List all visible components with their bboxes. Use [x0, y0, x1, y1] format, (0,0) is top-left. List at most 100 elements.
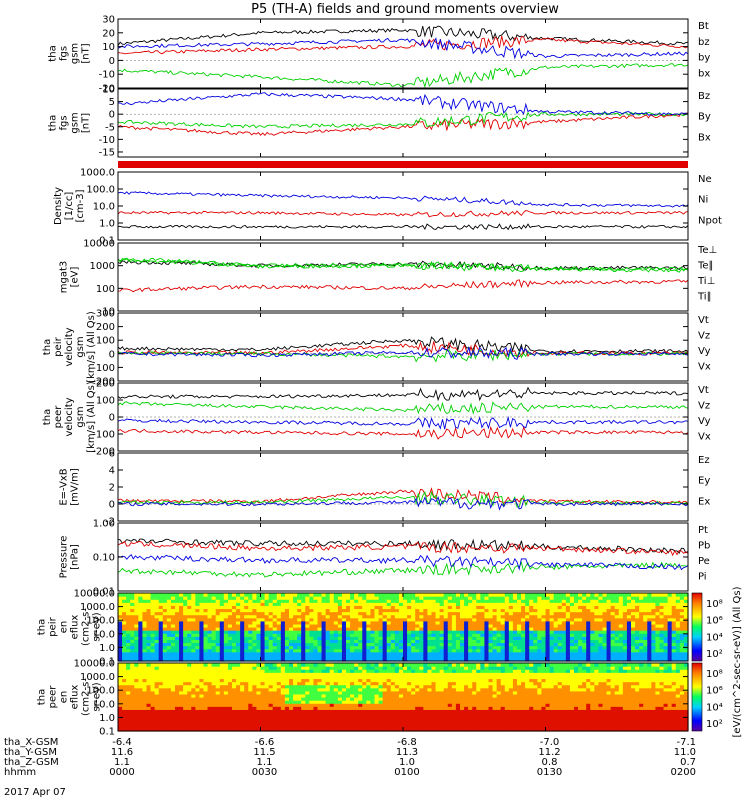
spectrogram-cell — [610, 623, 616, 628]
spectrogram-cell — [415, 654, 420, 659]
spectrogram-cell — [244, 636, 249, 640]
spectrogram-cell — [305, 690, 310, 695]
spectrogram-cell — [122, 675, 127, 680]
spectrogram-cell — [472, 645, 477, 650]
spectrogram-cell — [150, 630, 156, 634]
spectrogram-cell — [394, 663, 400, 667]
spectrogram-cell — [337, 596, 343, 600]
spectrogram-cell — [663, 608, 669, 613]
spectrogram-cell — [386, 681, 392, 686]
spectrogram-cell — [329, 593, 335, 597]
spectrogram-cell — [276, 700, 282, 704]
spectrogram-cell — [610, 602, 616, 606]
spectrogram-cell — [667, 608, 673, 613]
spectrogram-cell — [280, 678, 286, 683]
y-tick-label: -10 — [99, 135, 115, 146]
spectrogram-cell — [569, 627, 575, 631]
spectrogram-cell — [574, 611, 579, 616]
spectrogram-cell — [297, 678, 302, 683]
spectrogram-cell — [289, 627, 294, 631]
spectrogram-cell — [594, 630, 600, 634]
spectrogram-cell — [122, 727, 127, 732]
spectrogram-cell — [488, 627, 494, 631]
spectrogram-cell — [223, 593, 229, 597]
spectrogram-cell — [626, 630, 632, 634]
spectrogram-cell — [358, 657, 363, 662]
spectrogram-cell — [313, 703, 319, 707]
spectrogram-cell — [398, 712, 404, 717]
spectrogram-cell — [606, 623, 612, 628]
spectrogram-cell — [439, 608, 445, 613]
spectrogram-cell — [191, 605, 196, 610]
spectrogram-cell — [191, 620, 196, 625]
spectrogram-cell — [431, 593, 437, 597]
spectrogram-cell — [435, 596, 441, 600]
spectrogram-cell — [118, 709, 123, 714]
spectrogram-cell — [268, 627, 274, 631]
spectrogram-cell — [403, 654, 408, 659]
spectrogram-cell — [553, 654, 559, 659]
spectrogram-cell — [525, 645, 530, 650]
spectrogram-cell — [293, 672, 298, 676]
spectrogram-cell — [545, 651, 551, 656]
spectrogram-cell — [305, 651, 310, 656]
spectrogram-cell — [394, 700, 400, 704]
spectrogram-cell — [622, 599, 628, 603]
spectrogram-cell — [366, 602, 372, 606]
spectrogram-cell — [341, 687, 347, 692]
spectrogram-cell — [268, 712, 274, 717]
spectrogram-cell — [321, 627, 327, 631]
spectrogram-cell — [403, 684, 408, 689]
spectrogram-cell — [154, 605, 160, 610]
spectrogram-cell — [158, 654, 164, 659]
spectrogram-cell — [154, 645, 160, 650]
spectrogram-cell — [594, 639, 600, 644]
spectrogram-cell — [533, 599, 538, 603]
spectrogram-cell — [284, 663, 290, 667]
spectrogram-cell — [358, 593, 363, 597]
spectrogram-cell — [162, 596, 168, 600]
spectrogram-cell — [382, 633, 388, 637]
spectrogram-cell — [232, 651, 237, 656]
spectrogram-cell — [264, 617, 270, 622]
spectrogram-cell — [472, 593, 477, 597]
spectrogram-cell — [317, 690, 323, 695]
spectrogram-cell — [451, 648, 457, 653]
spectrogram-cell — [223, 712, 229, 717]
spectrogram-cell — [154, 727, 160, 732]
spectrogram-cell — [614, 642, 620, 647]
spectrogram-cell — [268, 642, 274, 647]
spectrogram-cell — [134, 620, 139, 625]
spectrogram-cell — [488, 648, 494, 653]
spectrogram-cell — [537, 611, 543, 616]
spectrogram-cell — [122, 681, 127, 686]
spectrogram-cell — [122, 599, 127, 603]
spectrogram-cell — [305, 706, 310, 710]
spectrogram-cell — [236, 593, 241, 597]
spectrogram-cell — [227, 596, 233, 600]
spectrogram-cell — [545, 623, 551, 628]
spectrogram-cell — [317, 630, 323, 634]
spectrogram-cell — [130, 727, 135, 732]
spectrogram-cell — [341, 617, 347, 622]
spectrogram-cell — [248, 697, 253, 701]
spectrogram-cell — [240, 602, 245, 606]
spectrogram-cell — [537, 639, 543, 644]
spectrogram-cell — [244, 684, 249, 689]
spectrogram-cell — [667, 642, 673, 647]
spectrogram-cell — [374, 602, 380, 606]
spectrogram-cell — [289, 672, 294, 676]
spectrogram-cell — [240, 718, 245, 723]
y-tick-label: -100 — [92, 363, 115, 374]
spectrogram-cell — [451, 611, 457, 616]
spectrogram-cell — [333, 630, 339, 634]
spectrogram-cell — [150, 669, 156, 673]
spectrogram-cell — [350, 648, 355, 653]
spectrogram-cell — [427, 633, 433, 637]
spectrogram-cell — [244, 721, 249, 726]
spectrogram-cell — [574, 654, 579, 659]
spectrogram-cell — [341, 627, 347, 631]
spectrogram-cell — [227, 663, 233, 667]
spectrogram-cell — [407, 623, 412, 628]
